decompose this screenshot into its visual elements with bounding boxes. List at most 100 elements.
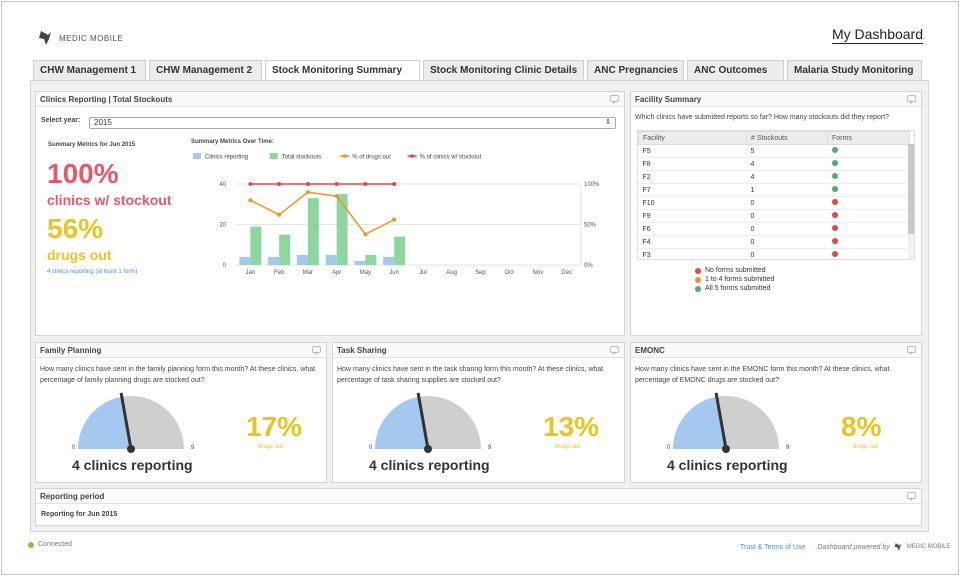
y-right-tick-label: 0% (584, 263, 593, 269)
comment-icon[interactable] (610, 95, 619, 104)
bar-total-stockouts[interactable] (250, 226, 262, 265)
stockouts-cell: 1 (750, 186, 755, 194)
year-select[interactable]: 2015 ⇕ (89, 117, 616, 129)
bar-clinics-reporting[interactable] (296, 254, 308, 265)
x-tick-label: Nov (533, 270, 544, 276)
tab-stock-monitoring-summary[interactable]: Stock Monitoring Summary (265, 60, 420, 81)
line-point[interactable] (305, 190, 310, 195)
tab-chw-management-1[interactable]: CHW Management 1 (33, 60, 146, 80)
forms-cell (828, 249, 910, 260)
comment-icon[interactable] (312, 346, 321, 355)
scrollbar-thumb[interactable] (908, 144, 914, 234)
legend-label: Total stockouts (282, 155, 322, 161)
line-point[interactable] (248, 182, 253, 186)
bar-total-stockouts[interactable] (365, 254, 377, 265)
line-point[interactable] (305, 182, 310, 186)
bar-clinics-reporting[interactable] (325, 254, 337, 265)
facility-cell: F6 (642, 225, 651, 233)
status-text: Connected (38, 541, 72, 548)
line-point[interactable] (248, 198, 253, 203)
facility-cell: F3 (642, 251, 651, 259)
forms-status-dot (831, 225, 838, 231)
facility-table-scroll[interactable]: Facility # Stockouts Forms F5 5 F8 4 F2 4 F7 1 F… (637, 130, 915, 260)
gauge-max-label: 9 (191, 445, 195, 451)
forms-status-dot (831, 186, 838, 192)
legend-dot (695, 285, 701, 292)
line-point[interactable] (334, 194, 339, 199)
gauge-pivot (424, 445, 432, 453)
line-point[interactable] (334, 182, 339, 186)
legend-item: No forms submitted (695, 266, 774, 275)
table-row[interactable]: F10 0 (638, 197, 910, 210)
brand-logo[interactable]: MEDIC MOBILE (38, 29, 123, 47)
footer-links: Trust & Terms of Use Dashboard powered b… (740, 542, 950, 552)
column-header-forms[interactable]: Forms (827, 131, 910, 145)
select-year-label: Select year: (41, 117, 81, 124)
table-row[interactable]: F2 4 (638, 171, 910, 184)
facility-question: Which clinics have submitted reports so … (635, 114, 890, 121)
comment-icon[interactable] (610, 346, 619, 355)
y-left-tick-label: 40 (219, 182, 226, 188)
x-tick-label: Aug (446, 270, 457, 276)
bar-total-stockouts[interactable] (336, 194, 348, 265)
legend-swatch-dot (410, 154, 414, 158)
comment-icon[interactable] (907, 346, 916, 355)
bar-clinics-reporting[interactable] (239, 256, 251, 265)
line-point[interactable] (392, 217, 397, 222)
stockouts-cell: 0 (750, 212, 755, 220)
tab-malaria-study-monitoring[interactable]: Malaria Study Monitoring (787, 60, 922, 80)
gauge-min-label: 0 (369, 445, 373, 451)
column-header-stockouts[interactable]: # Stockouts (746, 131, 828, 145)
table-row[interactable]: F5 5 (638, 145, 910, 158)
y-left-tick-label: 0 (223, 263, 227, 269)
table-row[interactable]: F9 0 (638, 210, 910, 223)
emonc-panel: EMONC How many clinics have sent in the E… (630, 342, 922, 483)
table-row[interactable]: F8 4 (638, 158, 910, 171)
reporting-note[interactable]: 4 clinics reporting (at least 1 form) (47, 269, 138, 275)
gauge-question: How many clinics have sent in the task s… (337, 366, 604, 384)
stockouts-cell: 4 (750, 160, 755, 168)
powered-by-brand[interactable]: MEDIC MOBILE (906, 544, 951, 550)
x-tick-label: Feb (274, 270, 285, 276)
forms-status-dot (831, 212, 838, 218)
dashboard-title[interactable]: My Dashboard (831, 26, 923, 44)
table-row[interactable]: F6 0 (638, 223, 910, 236)
gauge-min-label: 0 (72, 445, 76, 451)
bar-total-stockouts[interactable] (394, 236, 406, 265)
panel-title: Clinics Reporting | Total Stockouts (40, 95, 173, 104)
drugs-out-label: drugs out (47, 247, 112, 263)
bar-clinics-reporting[interactable] (354, 260, 366, 265)
bar-clinics-reporting[interactable] (383, 256, 395, 265)
legend-label: % of drugs out (352, 155, 391, 161)
bar-total-stockouts[interactable] (307, 198, 319, 265)
comment-icon[interactable] (907, 95, 916, 104)
tab-anc-pregnancies[interactable]: ANC Pregnancies (587, 60, 684, 80)
line-point[interactable] (363, 182, 368, 186)
line-point[interactable] (363, 232, 368, 237)
line-point[interactable] (277, 212, 282, 217)
gauge-needle (119, 392, 133, 450)
x-tick-label: Sep (475, 270, 486, 276)
column-header-facility[interactable]: Facility (638, 131, 747, 145)
table-row[interactable]: F7 1 (638, 184, 910, 197)
tab-anc-outcomes[interactable]: ANC Outcomes (687, 60, 784, 80)
table-row[interactable]: F3 0 (639, 249, 910, 260)
table-scrollbar[interactable] (908, 144, 914, 259)
tab-chw-management-2[interactable]: CHW Management 2 (149, 60, 262, 80)
facility-cell: F5 (642, 147, 651, 155)
line-point[interactable] (392, 182, 397, 186)
legend-label: 1 to 4 forms submitted (705, 276, 775, 283)
bar-clinics-reporting[interactable] (268, 256, 280, 265)
tab-stock-monitoring-clinic-details[interactable]: Stock Monitoring Clinic Details (423, 60, 584, 80)
forms-status-dot (831, 147, 838, 153)
table-row[interactable]: F4 0 (638, 236, 910, 249)
comment-icon[interactable] (907, 492, 916, 501)
gauge-empty-arc (716, 395, 779, 449)
y-right-tick-label: 50% (584, 223, 597, 229)
legend-dot (695, 267, 701, 274)
trust-terms-link[interactable]: Trust & Terms of Use (740, 543, 806, 551)
bar-total-stockouts[interactable] (279, 234, 291, 265)
forms-cell (828, 197, 910, 210)
line-point[interactable] (277, 182, 282, 186)
facility-cell: F8 (642, 160, 651, 168)
